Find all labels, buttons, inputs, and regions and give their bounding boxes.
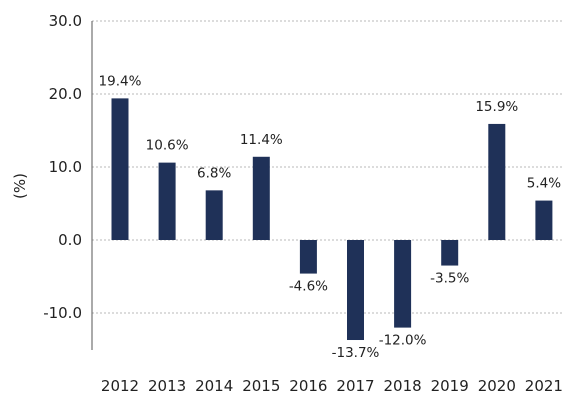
y-tick-label: 30.0 xyxy=(49,12,82,30)
bar xyxy=(394,240,412,328)
gridlines xyxy=(92,20,563,314)
bar xyxy=(111,98,129,240)
bar xyxy=(347,240,364,341)
y-axis-label: (%) xyxy=(11,173,29,199)
y-tick-label: 10.0 xyxy=(49,158,82,176)
data-label: 11.4% xyxy=(240,132,283,148)
bar xyxy=(535,200,553,240)
y-tick-label: 20.0 xyxy=(49,85,82,103)
data-label: 6.8% xyxy=(197,165,231,181)
bar xyxy=(441,240,459,266)
y-tick-label: 0.0 xyxy=(58,231,82,249)
x-tick-label: 2016 xyxy=(289,377,327,394)
x-tick-label: 2018 xyxy=(384,377,422,394)
bar xyxy=(158,162,176,240)
data-label: -4.6% xyxy=(289,279,328,295)
x-tick-label: 2021 xyxy=(525,377,563,394)
y-tick-label: -10.0 xyxy=(43,304,82,322)
x-tick-label: 2013 xyxy=(148,377,186,394)
x-axis-ticks: 2012 2013 2014 2015 2016 2017 2018 2019 2020 2021 xyxy=(101,377,563,394)
x-tick-label: 2012 xyxy=(101,377,139,394)
data-labels: 19.4% 10.6% 6.8% 11.4% -4.6% -13.7%-12.0% -3.5… xyxy=(99,73,562,361)
x-tick-label: 2017 xyxy=(336,377,374,394)
x-tick-label: 2020 xyxy=(478,377,516,394)
x-tick-label: 2014 xyxy=(195,377,233,394)
x-tick-label: 2019 xyxy=(431,377,469,394)
data-label: -3.5% xyxy=(430,271,469,287)
bars xyxy=(111,98,553,341)
data-label: -13.7% xyxy=(332,345,380,361)
bar xyxy=(205,190,223,240)
data-label: 5.4% xyxy=(527,176,561,192)
data-label: 15.9% xyxy=(475,99,518,115)
data-label: 10.6% xyxy=(146,138,189,154)
bar xyxy=(488,123,506,240)
bar xyxy=(299,240,317,274)
data-label: 19.4% xyxy=(99,73,142,89)
data-label: -12.0% xyxy=(379,333,427,349)
y-axis-ticks: -10.0 0.0 10.0 20.0 30.0 xyxy=(43,12,82,322)
x-tick-label: 2015 xyxy=(242,377,280,394)
bar xyxy=(252,156,270,240)
